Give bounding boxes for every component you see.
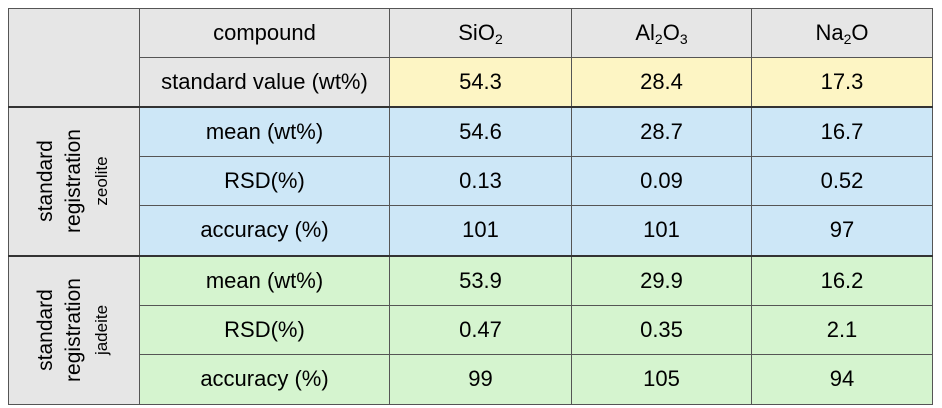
group-label-zeolite: standard registration zeolite <box>8 105 140 256</box>
group-label-jadeite: standard registration jadeite <box>8 254 140 405</box>
column-header-al2o3: Al2O3 <box>571 8 752 58</box>
row-label: RSD(%) <box>139 155 390 207</box>
table-cell: 99 <box>389 354 572 405</box>
table-cell: 0.47 <box>389 304 572 355</box>
jadeite-rsd-row: RSD(%) 0.47 0.35 2.1 <box>9 304 933 355</box>
column-header-na2o: Na2O <box>751 8 933 58</box>
row-label: accuracy (%) <box>139 205 390 256</box>
table-cell: 16.2 <box>751 254 933 306</box>
header-row: compound SiO2 Al2O3 Na2O <box>8 8 933 107</box>
table-cell: 53.9 <box>389 254 572 306</box>
column-header-sio2: SiO2 <box>389 8 572 58</box>
row-label: standard value (wt%) <box>139 57 390 107</box>
table-cell: 0.13 <box>389 155 572 207</box>
table-cell: 101 <box>571 205 752 256</box>
standard-value-al2o3: 28.4 <box>571 57 752 107</box>
table-cell: 105 <box>571 354 752 405</box>
corner-cell <box>8 8 140 107</box>
table-cell: 0.09 <box>571 155 752 207</box>
table-cell: 0.35 <box>571 304 752 355</box>
table-cell: 97 <box>751 205 933 256</box>
jadeite-mean-row: standard registration jadeite mean (wt%)… <box>8 254 933 405</box>
table-cell: 16.7 <box>751 105 933 157</box>
standard-value-row: standard value (wt%) 54.3 28.4 17.3 <box>9 57 933 107</box>
table-cell: 28.7 <box>571 105 752 157</box>
row-label: accuracy (%) <box>139 354 390 405</box>
table-cell: 101 <box>389 205 572 256</box>
standard-value-sio2: 54.3 <box>389 57 572 107</box>
table-cell: 29.9 <box>571 254 752 306</box>
standard-value-na2o: 17.3 <box>751 57 933 107</box>
zeolite-rsd-row: RSD(%) 0.13 0.09 0.52 <box>9 155 933 207</box>
compound-header: compound <box>139 8 390 58</box>
zeolite-accuracy-row: accuracy (%) 101 101 97 <box>9 205 933 256</box>
row-label: RSD(%) <box>139 304 390 355</box>
jadeite-accuracy-row: accuracy (%) 99 105 94 <box>9 354 933 405</box>
table-cell: 0.52 <box>751 155 933 207</box>
row-label: mean (wt%) <box>139 105 390 157</box>
zeolite-mean-row: standard registration zeolite mean (wt%)… <box>8 105 933 256</box>
table-cell: 2.1 <box>751 304 933 355</box>
table-cell: 54.6 <box>389 105 572 157</box>
results-table: compound SiO2 Al2O3 Na2O standard value … <box>8 8 933 405</box>
table-cell: 94 <box>751 354 933 405</box>
row-label: mean (wt%) <box>139 254 390 306</box>
